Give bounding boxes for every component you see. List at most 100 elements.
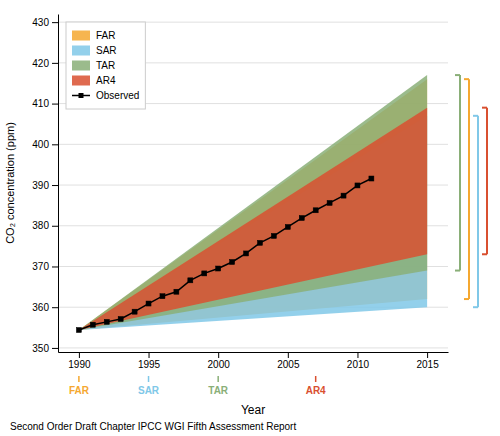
legend-swatch bbox=[72, 76, 90, 86]
tick-mark bbox=[218, 352, 219, 358]
annotations: FAR SAR TAR AR4 bbox=[69, 376, 326, 396]
axis-line bbox=[58, 15, 59, 353]
bracket bbox=[477, 116, 479, 307]
bracket-serif bbox=[482, 107, 487, 109]
legend-marker bbox=[79, 93, 84, 98]
legend-label: TAR bbox=[96, 60, 115, 71]
tick: 390 bbox=[32, 180, 58, 191]
tick: 2015 bbox=[416, 352, 439, 370]
tick-label: 2010 bbox=[347, 359, 370, 370]
marker bbox=[76, 328, 81, 333]
annotation-tick bbox=[78, 376, 80, 382]
marker bbox=[355, 183, 360, 188]
bracket-serif bbox=[464, 78, 469, 80]
marker bbox=[174, 289, 179, 294]
y-axis-title: CO₂ concentration (ppm) bbox=[4, 122, 16, 244]
tick-mark bbox=[52, 266, 58, 267]
tick-label: 360 bbox=[32, 302, 49, 313]
tick-mark bbox=[52, 144, 58, 145]
tick-mark bbox=[52, 22, 58, 23]
bracket-serif bbox=[482, 253, 487, 255]
legend-item: SAR bbox=[72, 45, 117, 56]
legend-item: FAR bbox=[72, 30, 115, 41]
annotation-tick bbox=[148, 376, 150, 382]
tick-mark bbox=[52, 307, 58, 308]
band bbox=[79, 75, 427, 330]
marker bbox=[104, 319, 109, 324]
legend-swatch bbox=[72, 31, 90, 41]
tick-label: 2000 bbox=[208, 359, 231, 370]
legend: FAR SAR TAR AR4 Observed bbox=[66, 22, 145, 109]
tick: 400 bbox=[32, 139, 58, 150]
tick: 380 bbox=[32, 220, 58, 231]
tick-label: 1995 bbox=[138, 359, 161, 370]
tick-mark bbox=[427, 352, 428, 358]
marker bbox=[216, 266, 221, 271]
bracket-serif bbox=[455, 270, 460, 272]
grid-line bbox=[58, 347, 448, 348]
marker bbox=[369, 176, 374, 181]
tick-mark bbox=[357, 352, 358, 358]
tick-mark bbox=[288, 352, 289, 358]
marker bbox=[230, 260, 235, 265]
tick: 410 bbox=[32, 98, 58, 109]
tick-mark bbox=[52, 348, 58, 349]
line bbox=[79, 179, 372, 330]
marker bbox=[188, 278, 193, 283]
marker bbox=[244, 251, 249, 256]
y-axis: 350360370380390400410420430 bbox=[32, 15, 58, 354]
tick-label: 400 bbox=[32, 139, 49, 150]
tick-label: 1990 bbox=[68, 359, 91, 370]
y-grid bbox=[58, 22, 448, 348]
tick-label: 370 bbox=[32, 261, 49, 272]
band bbox=[79, 108, 427, 330]
annotation-tick bbox=[315, 376, 317, 382]
legend-label: AR4 bbox=[96, 75, 116, 86]
legend-item: Observed bbox=[72, 90, 139, 101]
annotation-label: AR4 bbox=[306, 385, 326, 396]
tick: 2000 bbox=[208, 352, 231, 370]
legend-item: TAR bbox=[72, 60, 115, 71]
tick: 1995 bbox=[138, 352, 161, 370]
tick-label: 420 bbox=[32, 58, 49, 69]
tick: 350 bbox=[32, 343, 58, 354]
tick-mark bbox=[149, 352, 150, 358]
bracket-serif bbox=[464, 298, 469, 300]
bracket-serif bbox=[473, 306, 478, 308]
marker bbox=[299, 216, 304, 221]
bracket bbox=[468, 79, 470, 299]
tick-mark bbox=[52, 226, 58, 227]
marker bbox=[327, 200, 332, 205]
tick-label: 2005 bbox=[277, 359, 300, 370]
legend-label: FAR bbox=[96, 30, 115, 41]
tick-mark bbox=[79, 352, 80, 358]
tick-label: 380 bbox=[32, 220, 49, 231]
plot: 1990 1995 2000 2005 2010 2015 350 360 370 380 390 4… bbox=[4, 15, 487, 418]
annotation-label: SAR bbox=[138, 385, 160, 396]
annotation-label: TAR bbox=[208, 385, 229, 396]
marker bbox=[271, 233, 276, 238]
tick: 420 bbox=[32, 58, 58, 69]
marks bbox=[76, 75, 427, 332]
tick: 1990 bbox=[68, 352, 91, 370]
marker bbox=[118, 317, 123, 322]
legend-item: AR4 bbox=[72, 75, 116, 86]
legend-label: SAR bbox=[96, 45, 117, 56]
bracket-serif bbox=[473, 115, 478, 117]
legend-label: Observed bbox=[96, 90, 139, 101]
brackets bbox=[455, 75, 487, 307]
marker bbox=[313, 208, 318, 213]
legend-swatch bbox=[72, 61, 90, 71]
bracket bbox=[459, 75, 461, 270]
subtitle: Second Order Draft Chapter IPCC WGI Fift… bbox=[10, 421, 296, 432]
chart: 1990 1995 2000 2005 2010 2015 350 360 370 380 390 4… bbox=[0, 0, 500, 436]
tick-mark bbox=[52, 185, 58, 186]
tick-mark bbox=[52, 63, 58, 64]
legend-swatch bbox=[72, 46, 90, 56]
marker bbox=[132, 309, 137, 314]
annotation-label: FAR bbox=[69, 385, 90, 396]
tick: 2010 bbox=[347, 352, 370, 370]
tick-mark bbox=[52, 104, 58, 105]
marker bbox=[285, 224, 290, 229]
bracket-serif bbox=[455, 74, 460, 76]
